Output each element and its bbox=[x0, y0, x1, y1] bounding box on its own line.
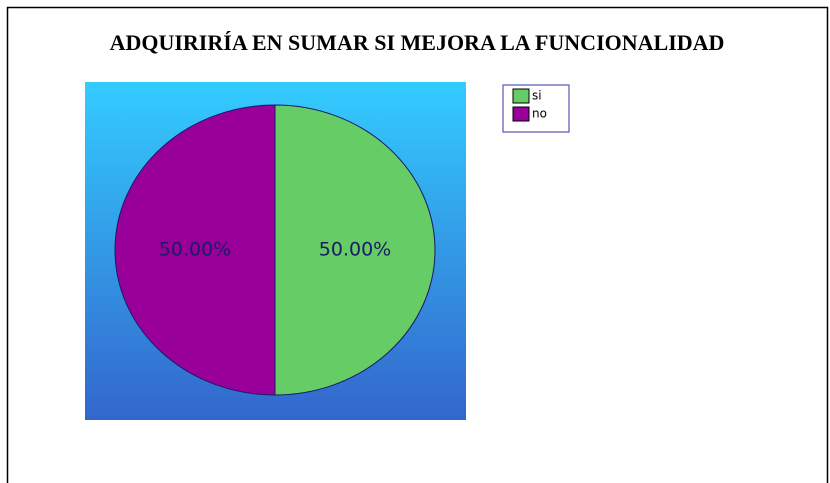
pie-slice bbox=[114, 104, 276, 396]
frame bbox=[6, 6, 829, 483]
pie-slice bbox=[274, 104, 436, 396]
chart-title: ADQUIRIRÍA EN SUMAR SI MEJORA LA FUNCION… bbox=[110, 30, 725, 55]
legend-label: si bbox=[532, 89, 542, 103]
data-label: 50.00% bbox=[159, 239, 231, 261]
legend-label: no bbox=[532, 107, 547, 121]
legend-swatch bbox=[512, 88, 530, 104]
legend-swatch bbox=[512, 106, 530, 122]
data-label: 50.00% bbox=[319, 239, 391, 261]
